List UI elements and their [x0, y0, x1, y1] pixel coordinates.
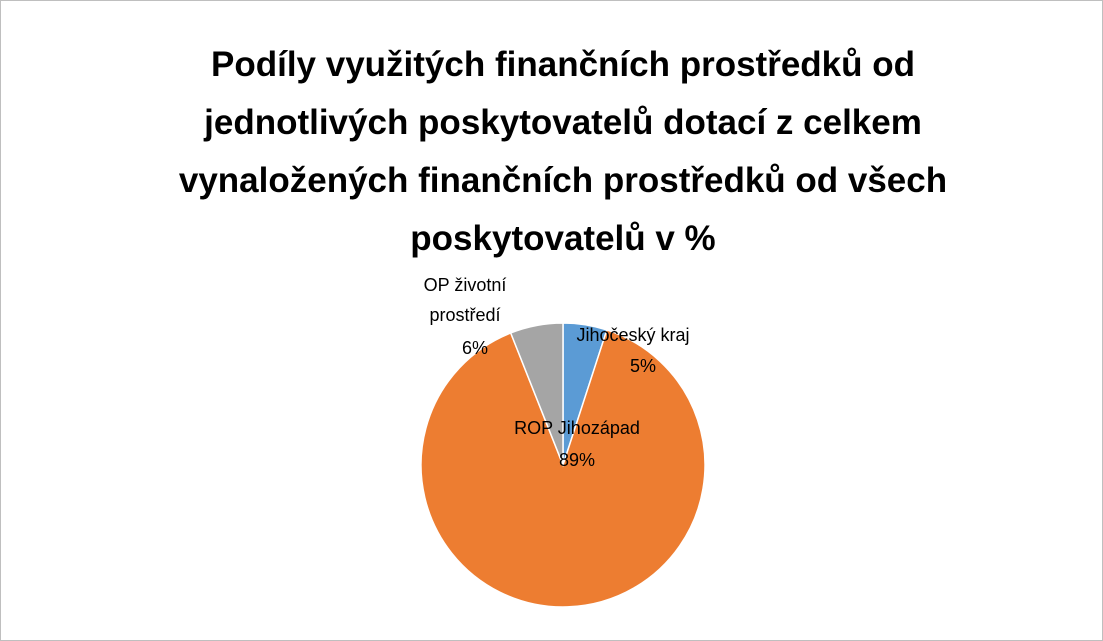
slice-value-label: 6%	[461, 338, 489, 358]
slice-value-label: 5%	[629, 356, 657, 376]
slice-label: OP životní prostředí	[423, 275, 507, 325]
pie-slice	[420, 329, 706, 608]
pie-slice	[509, 322, 564, 466]
chart-title: Podíly využitých finančních prostředků o…	[178, 45, 948, 258]
slice-label: ROP Jihozápad	[514, 418, 640, 438]
slice-label: Jihočeský kraj	[576, 325, 690, 345]
slice-value-label: 89%	[558, 450, 596, 470]
